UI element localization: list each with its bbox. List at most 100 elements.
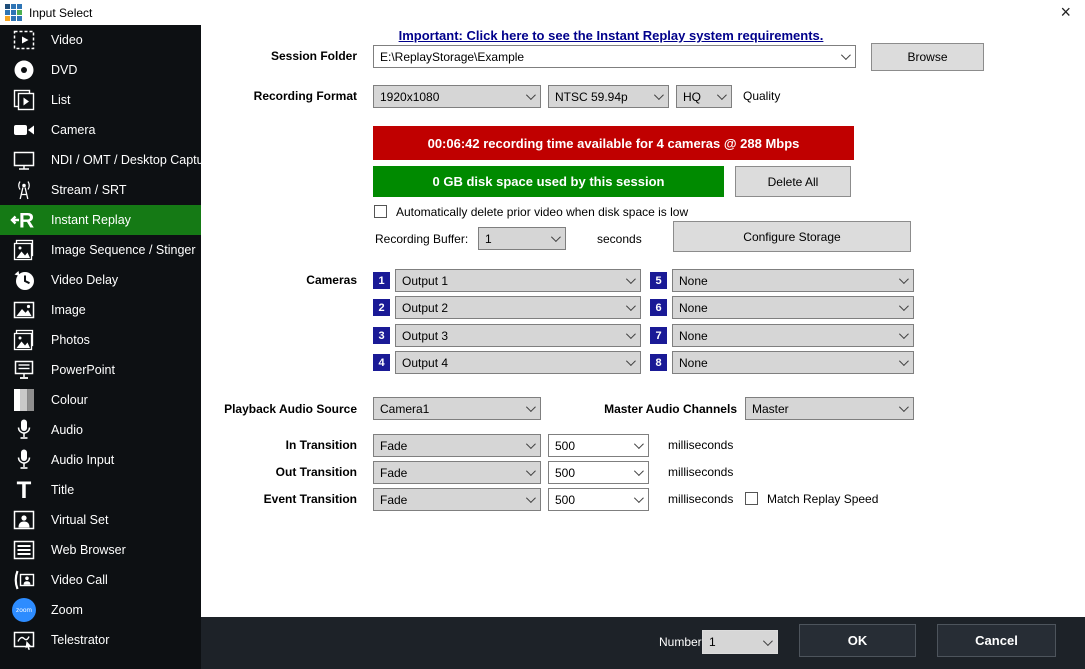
out-transition-effect-combobox[interactable]: Fade xyxy=(373,461,541,484)
image-icon xyxy=(10,298,38,322)
chevron-down-icon xyxy=(898,301,909,312)
colour-swatches-icon xyxy=(10,388,38,412)
camera-number-badge: 2 xyxy=(373,299,390,316)
chevron-down-icon xyxy=(898,356,909,367)
sidebar-item-instant-replay[interactable]: R Instant Replay xyxy=(0,205,201,235)
event-transition-duration-combobox[interactable]: 500 xyxy=(548,488,649,511)
chevron-down-icon xyxy=(898,329,909,340)
camera-5-combobox[interactable]: None xyxy=(672,269,914,292)
sidebar-item-label: Video Call xyxy=(51,573,108,587)
camera-1-combobox[interactable]: Output 1 xyxy=(395,269,641,292)
clock-icon xyxy=(10,268,38,292)
sidebar-item-video-delay[interactable]: Video Delay xyxy=(0,265,201,295)
playback-audio-source-combobox[interactable]: Camera1 xyxy=(373,397,541,420)
out-transition-label: Out Transition xyxy=(275,465,357,479)
camera-7-value: None xyxy=(679,328,708,343)
match-replay-speed-checkbox[interactable] xyxy=(745,492,758,505)
instant-replay-settings-panel: Important: Click here to see the Instant… xyxy=(201,25,1085,617)
auto-delete-checkbox[interactable] xyxy=(374,205,387,218)
sidebar-item-video[interactable]: Video xyxy=(0,25,201,55)
sidebar-item-list[interactable]: List xyxy=(0,85,201,115)
sidebar-item-powerpoint[interactable]: PowerPoint xyxy=(0,355,201,385)
session-folder-combobox[interactable]: E:\ReplayStorage\Example xyxy=(373,45,856,68)
sidebar-item-audio[interactable]: Audio xyxy=(0,415,201,445)
sidebar-item-zoom[interactable]: zoom Zoom xyxy=(0,595,201,625)
camera-4-combobox[interactable]: Output 4 xyxy=(395,351,641,374)
out-transition-duration-combobox[interactable]: 500 xyxy=(548,461,649,484)
milliseconds-label: milliseconds xyxy=(668,438,734,452)
close-icon[interactable]: × xyxy=(1060,2,1071,22)
photos-icon xyxy=(10,328,38,352)
system-requirements-link[interactable]: Important: Click here to see the Instant… xyxy=(398,28,824,43)
sidebar-item-image[interactable]: Image xyxy=(0,295,201,325)
number-combobox[interactable]: 1 xyxy=(702,630,778,654)
sidebar-item-label: Stream / SRT xyxy=(51,183,127,197)
playback-audio-source-value: Camera1 xyxy=(380,401,430,416)
ok-button[interactable]: OK xyxy=(799,624,916,657)
sidebar-item-label: Image xyxy=(51,303,86,317)
recording-time-banner: 00:06:42 recording time available for 4 … xyxy=(373,126,854,160)
event-transition-effect-value: Fade xyxy=(380,492,408,507)
sidebar-item-video-call[interactable]: Video Call xyxy=(0,565,201,595)
zoom-icon: zoom xyxy=(10,598,38,622)
sidebar-item-title[interactable]: T Title xyxy=(0,475,201,505)
sidebar-item-label: Video Delay xyxy=(51,273,119,287)
camera-3-value: Output 3 xyxy=(402,328,449,343)
sidebar-item-image-sequence-stinger[interactable]: Image Sequence / Stinger xyxy=(0,235,201,265)
cancel-button[interactable]: Cancel xyxy=(937,624,1056,657)
resolution-combobox[interactable]: 1920x1080 xyxy=(373,85,541,108)
sidebar-item-telestrator[interactable]: Telestrator xyxy=(0,625,201,655)
camera-2-combobox[interactable]: Output 2 xyxy=(395,296,641,319)
quality-label: Quality xyxy=(743,89,781,103)
sidebar-item-stream-srt[interactable]: Stream / SRT xyxy=(0,175,201,205)
chevron-down-icon xyxy=(716,90,727,101)
sidebar-item-label: Colour xyxy=(51,393,88,407)
image-sequence-icon xyxy=(10,238,38,262)
standard-combobox[interactable]: NTSC 59.94p xyxy=(548,85,669,108)
camera-number-badge: 7 xyxy=(650,327,667,344)
sidebar-item-virtual-set[interactable]: Virtual Set xyxy=(0,505,201,535)
auto-delete-label: Automatically delete prior video when di… xyxy=(396,205,689,219)
sidebar-item-web-browser[interactable]: Web Browser xyxy=(0,535,201,565)
sidebar-item-dvd[interactable]: DVD xyxy=(0,55,201,85)
sidebar-item-label: Camera xyxy=(51,123,96,137)
sidebar-item-ndi-desktop-capture[interactable]: NDI / OMT / Desktop Capture xyxy=(0,145,215,175)
camera-6-combobox[interactable]: None xyxy=(672,296,914,319)
video-call-icon xyxy=(10,568,38,592)
microphone-icon xyxy=(10,418,38,442)
delete-all-button[interactable]: Delete All xyxy=(735,166,851,197)
sidebar-item-audio-input[interactable]: Audio Input xyxy=(0,445,201,475)
in-transition-effect-value: Fade xyxy=(380,438,408,453)
recording-buffer-combobox[interactable]: 1 xyxy=(478,227,566,250)
sidebar-item-label: Image Sequence / Stinger xyxy=(51,243,196,257)
in-transition-effect-combobox[interactable]: Fade xyxy=(373,434,541,457)
sidebar-item-colour[interactable]: Colour xyxy=(0,385,201,415)
camera-7-combobox[interactable]: None xyxy=(672,324,914,347)
microphone-icon xyxy=(10,448,38,472)
chevron-down-icon xyxy=(525,439,536,450)
recording-buffer-label: Recording Buffer: xyxy=(375,232,469,246)
disk-space-banner: 0 GB disk space used by this session xyxy=(373,166,724,197)
chevron-down-icon xyxy=(633,439,644,450)
in-transition-duration-combobox[interactable]: 500 xyxy=(548,434,649,457)
camera-number-badge: 5 xyxy=(650,272,667,289)
quality-combobox[interactable]: HQ xyxy=(676,85,732,108)
event-transition-effect-combobox[interactable]: Fade xyxy=(373,488,541,511)
input-type-sidebar: Video DVD List Camera NDI / OMT / Deskto… xyxy=(0,25,215,669)
camera-8-combobox[interactable]: None xyxy=(672,351,914,374)
web-browser-icon xyxy=(10,538,38,562)
milliseconds-label: milliseconds xyxy=(668,492,734,506)
sidebar-item-camera[interactable]: Camera xyxy=(0,115,201,145)
session-folder-value: E:\ReplayStorage\Example xyxy=(380,49,525,64)
chevron-down-icon xyxy=(525,90,536,101)
master-audio-channels-combobox[interactable]: Master xyxy=(745,397,914,420)
chevron-down-icon xyxy=(625,301,636,312)
camera-8-value: None xyxy=(679,355,708,370)
camera-2-value: Output 2 xyxy=(402,300,449,315)
sidebar-item-photos[interactable]: Photos xyxy=(0,325,201,355)
browse-button[interactable]: Browse xyxy=(871,43,984,71)
camera-number-badge: 6 xyxy=(650,299,667,316)
camera-3-combobox[interactable]: Output 3 xyxy=(395,324,641,347)
camera-number-badge: 8 xyxy=(650,354,667,371)
configure-storage-button[interactable]: Configure Storage xyxy=(673,221,911,252)
